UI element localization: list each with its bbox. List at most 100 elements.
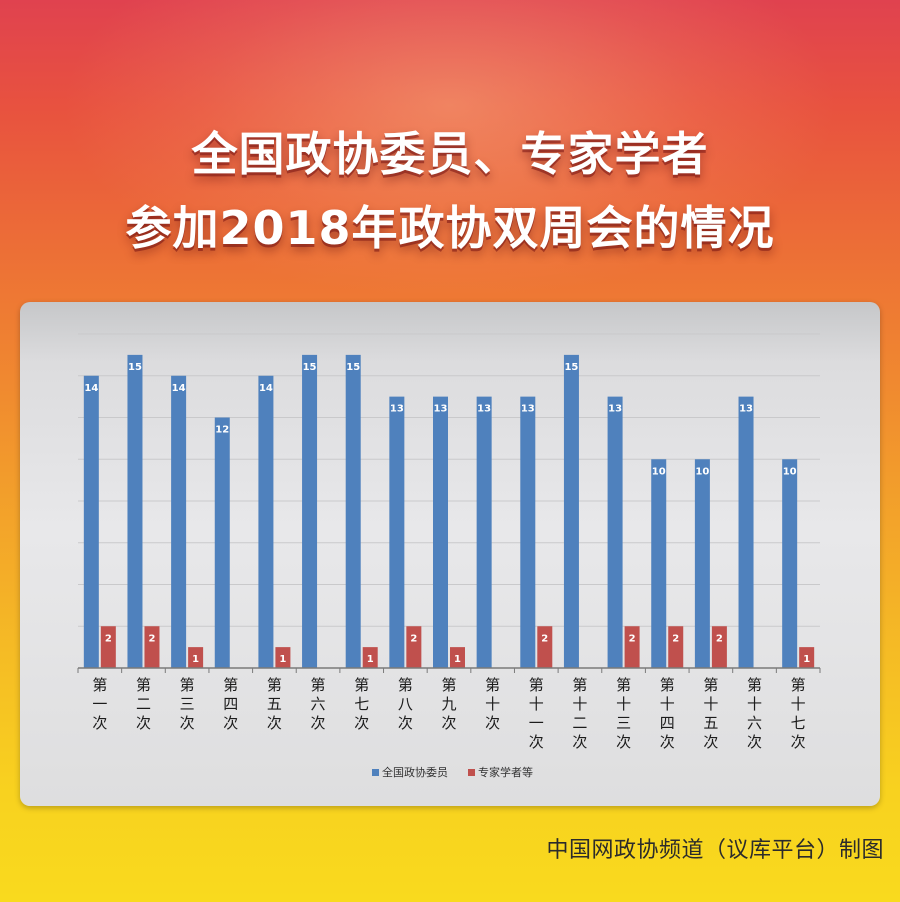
category-label: 次 <box>747 733 762 751</box>
data-label: 1 <box>803 654 810 665</box>
bar-members <box>214 417 230 668</box>
bar-experts <box>624 626 640 668</box>
bar-members <box>694 459 710 668</box>
data-label: 15 <box>303 362 317 373</box>
data-label: 2 <box>541 633 548 644</box>
data-label: 14 <box>259 383 273 394</box>
category-label: 次 <box>354 714 369 732</box>
data-label: 15 <box>128 362 142 373</box>
category-label: 第 <box>223 676 238 694</box>
category-label: 十 <box>529 695 544 713</box>
category-label: 五 <box>703 714 718 732</box>
legend-swatch-members <box>372 769 379 776</box>
bar-members <box>389 396 405 668</box>
category-label: 四 <box>223 695 238 713</box>
data-label: 10 <box>695 466 709 477</box>
category-label: 次 <box>660 733 675 751</box>
data-label: 15 <box>564 362 578 373</box>
category-label: 五 <box>267 695 282 713</box>
category-label: 次 <box>572 733 587 751</box>
bar-members <box>738 396 754 668</box>
category-label: 次 <box>441 714 456 732</box>
category-label: 第 <box>180 676 195 694</box>
category-label: 第 <box>441 676 456 694</box>
bar-experts <box>799 647 815 668</box>
bar-chart: 142第一次152第二次141第三次12第四次141第五次15第六次151第七次… <box>77 333 821 779</box>
category-label: 十 <box>791 695 806 713</box>
category-label: 十 <box>572 695 587 713</box>
category-label: 第 <box>703 676 718 694</box>
category-label: 第 <box>485 676 500 694</box>
bar-experts <box>362 647 378 668</box>
category-label: 一 <box>92 695 107 713</box>
category-label: 四 <box>660 714 675 732</box>
category-label: 六 <box>747 714 762 732</box>
background-building <box>60 0 840 300</box>
category-label: 十 <box>747 695 762 713</box>
category-label: 第 <box>660 676 675 694</box>
data-label: 1 <box>454 654 461 665</box>
category-label: 次 <box>136 714 151 732</box>
data-label: 13 <box>434 404 448 415</box>
category-label: 第 <box>398 676 413 694</box>
data-label: 10 <box>652 466 666 477</box>
data-label: 2 <box>105 633 112 644</box>
data-label: 14 <box>172 383 186 394</box>
bar-experts <box>711 626 727 668</box>
bar-experts <box>144 626 160 668</box>
bar-members <box>520 396 536 668</box>
bar-experts <box>406 626 422 668</box>
bar-members <box>83 375 99 668</box>
bar-experts <box>100 626 116 668</box>
category-label: 次 <box>180 714 195 732</box>
category-label: 二 <box>136 695 151 713</box>
category-label: 第 <box>572 676 587 694</box>
bar-experts <box>188 647 204 668</box>
bar-experts <box>450 647 465 668</box>
category-label: 第 <box>311 676 326 694</box>
title-line-1: 全国政协委员、专家学者 <box>191 127 709 181</box>
category-label: 次 <box>311 714 326 732</box>
category-label: 第 <box>616 676 631 694</box>
category-label: 第 <box>136 676 151 694</box>
category-label: 次 <box>791 733 806 751</box>
data-label: 1 <box>279 654 286 665</box>
data-label: 1 <box>192 654 199 665</box>
category-label: 十 <box>703 695 718 713</box>
legend-label-experts: 专家学者等 <box>478 765 533 779</box>
bar-members <box>433 396 448 668</box>
category-label: 七 <box>354 695 369 713</box>
data-label: 1 <box>367 654 374 665</box>
bar-members <box>476 396 492 668</box>
data-label: 13 <box>477 404 491 415</box>
category-label: 次 <box>703 733 718 751</box>
bar-members <box>171 375 187 668</box>
category-label: 次 <box>267 714 282 732</box>
category-label: 八 <box>398 695 413 713</box>
category-label: 十 <box>616 695 631 713</box>
legend-swatch-experts <box>468 769 475 776</box>
bar-members <box>127 354 143 668</box>
category-label: 第 <box>747 676 762 694</box>
bar-members <box>607 396 623 668</box>
category-label: 二 <box>572 714 587 732</box>
bar-members <box>258 375 274 668</box>
category-label: 次 <box>616 733 631 751</box>
data-label: 2 <box>629 633 636 644</box>
bar-members <box>651 459 667 668</box>
data-label: 10 <box>783 466 797 477</box>
legend-label-members: 全国政协委员 <box>382 765 448 779</box>
data-label: 2 <box>716 633 723 644</box>
category-label: 十 <box>485 695 500 713</box>
credit-text: 中国网政协频道（议库平台）制图 <box>546 838 884 863</box>
title-line-2: 参加2018年政协双周会的情况 <box>125 201 775 255</box>
data-label: 13 <box>739 404 753 415</box>
category-label: 九 <box>441 695 456 713</box>
category-label: 三 <box>180 695 195 713</box>
data-label: 2 <box>672 633 679 644</box>
bar-members <box>345 354 361 668</box>
data-label: 13 <box>390 404 404 415</box>
category-label: 次 <box>223 714 238 732</box>
bar-members <box>782 459 798 668</box>
category-label: 十 <box>660 695 675 713</box>
